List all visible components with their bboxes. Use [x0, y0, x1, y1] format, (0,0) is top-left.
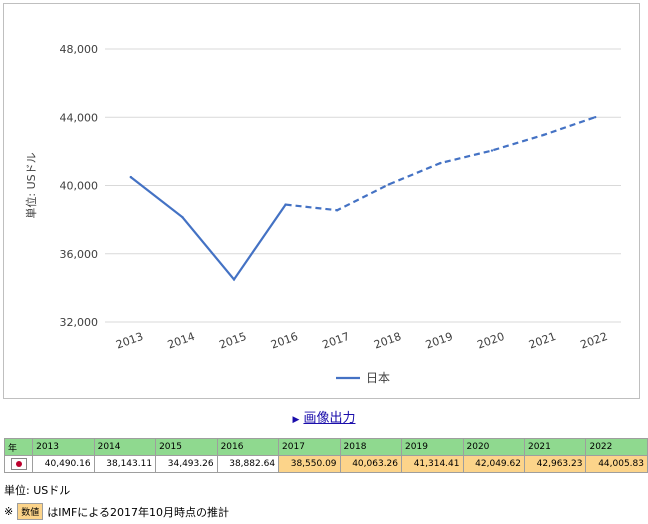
data-point: [181, 215, 184, 219]
data-point: [490, 149, 494, 152]
x-tick-label: 2018: [372, 330, 403, 352]
x-tick-label: 2019: [424, 330, 455, 352]
table-year-header: 2016: [216, 438, 280, 456]
y-tick-label: 48,000: [60, 43, 99, 56]
data-point: [387, 183, 390, 186]
x-tick-label: 2021: [527, 330, 558, 352]
table-row: 40,490.16 38,143.11 34,493.26 38,882.64 38,5…: [3, 455, 648, 473]
table-corner-header: 年: [3, 438, 34, 456]
estimate-badge: 数値: [17, 503, 44, 520]
note-prefix: ※: [4, 505, 14, 518]
series-line-actual: [130, 176, 287, 282]
line-chart: 32,000 36,000 40,000 44,000 48,000 単位: USドル 20…: [24, 43, 621, 385]
y-tick-label: 44,000: [60, 111, 99, 124]
data-point: [232, 278, 236, 281]
table-year-header: 2019: [401, 438, 464, 456]
table-cell-value: 38,882.64: [216, 455, 280, 473]
table-cell-value: 38,143.11: [93, 455, 157, 473]
x-tick-label: 2022: [579, 330, 610, 352]
data-point: [439, 161, 442, 165]
table-cell-value: 40,490.16: [32, 455, 95, 473]
y-tick-label: 40,000: [60, 180, 99, 193]
table-year-header: 2020: [462, 438, 525, 456]
table-cell-value: 42,963.23: [523, 455, 587, 473]
x-tick-label: 2015: [217, 330, 248, 352]
arrow-right-icon: ▶: [292, 415, 300, 425]
image-output-link[interactable]: 画像出力: [303, 411, 356, 426]
y-axis-label: 単位: USドル: [24, 152, 38, 218]
table-year-header: 2015: [155, 438, 218, 456]
chart-frame: 32,000 36,000 40,000 44,000 48,000 単位: USドル 20…: [3, 3, 640, 399]
table-year-header: 2018: [339, 438, 403, 456]
data-point: [284, 203, 287, 206]
estimate-note: ※ 数値 はIMFによる2017年10月時点の推計: [4, 503, 229, 520]
table-cell-value: 38,550.09: [278, 455, 341, 473]
table-year-header: 2017: [278, 438, 341, 456]
data-table: 年 2013 2014 2015 2016 2017 2018 2019 2020 2021 20…: [3, 438, 648, 473]
y-tick-label: 36,000: [60, 248, 99, 261]
table-cell-value: 40,063.26: [339, 455, 403, 473]
table-year-header: 2014: [93, 438, 157, 456]
table-cell-value: 41,314.41: [401, 455, 464, 473]
data-point: [594, 115, 597, 119]
legend-label: 日本: [366, 371, 390, 385]
table-year-header: 2022: [585, 438, 648, 456]
table-year-header: 2021: [523, 438, 587, 456]
x-tick-label: 2013: [114, 330, 145, 352]
unit-note: 単位: USドル: [4, 484, 71, 497]
table-cell-value: 42,049.62: [462, 455, 525, 473]
table-cell-value: 34,493.26: [155, 455, 218, 473]
data-point: [129, 175, 132, 179]
table-cell-value: 44,005.83: [585, 455, 648, 473]
table-year-header: 2013: [32, 438, 95, 456]
estimate-note-text: はIMFによる2017年10月時点の推計: [47, 505, 229, 519]
x-tick-label: 2017: [321, 330, 352, 352]
x-tick-label: 2016: [269, 330, 300, 352]
data-point: [336, 209, 339, 212]
x-tick-label: 2020: [475, 330, 506, 352]
japan-flag-icon: [3, 455, 34, 473]
table-header-row: 年 2013 2014 2015 2016 2017 2018 2019 2020 2021 20…: [3, 438, 648, 456]
y-tick-label: 32,000: [60, 316, 99, 329]
data-point: [542, 133, 545, 137]
image-output-link-row: ▶ 画像出力: [0, 407, 648, 426]
x-tick-label: 2014: [166, 330, 197, 352]
